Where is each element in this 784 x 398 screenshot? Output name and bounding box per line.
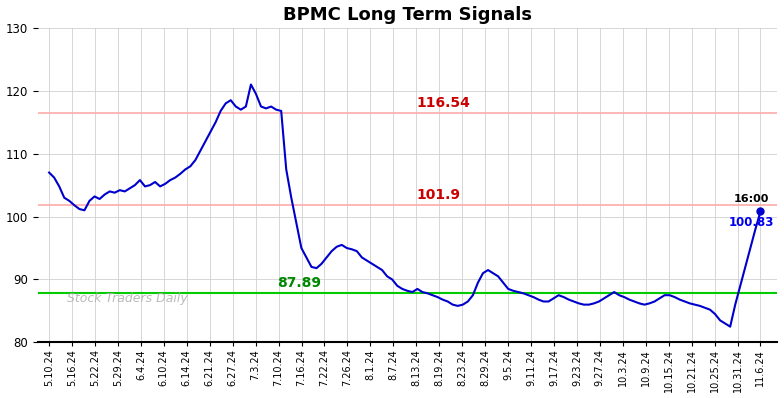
- Text: 100.83: 100.83: [728, 217, 774, 229]
- Text: 87.89: 87.89: [277, 276, 321, 290]
- Text: Stock Traders Daily: Stock Traders Daily: [67, 292, 188, 304]
- Title: BPMC Long Term Signals: BPMC Long Term Signals: [282, 6, 532, 23]
- Text: 101.9: 101.9: [416, 188, 460, 202]
- Text: 16:00: 16:00: [734, 194, 769, 204]
- Text: 116.54: 116.54: [416, 96, 470, 110]
